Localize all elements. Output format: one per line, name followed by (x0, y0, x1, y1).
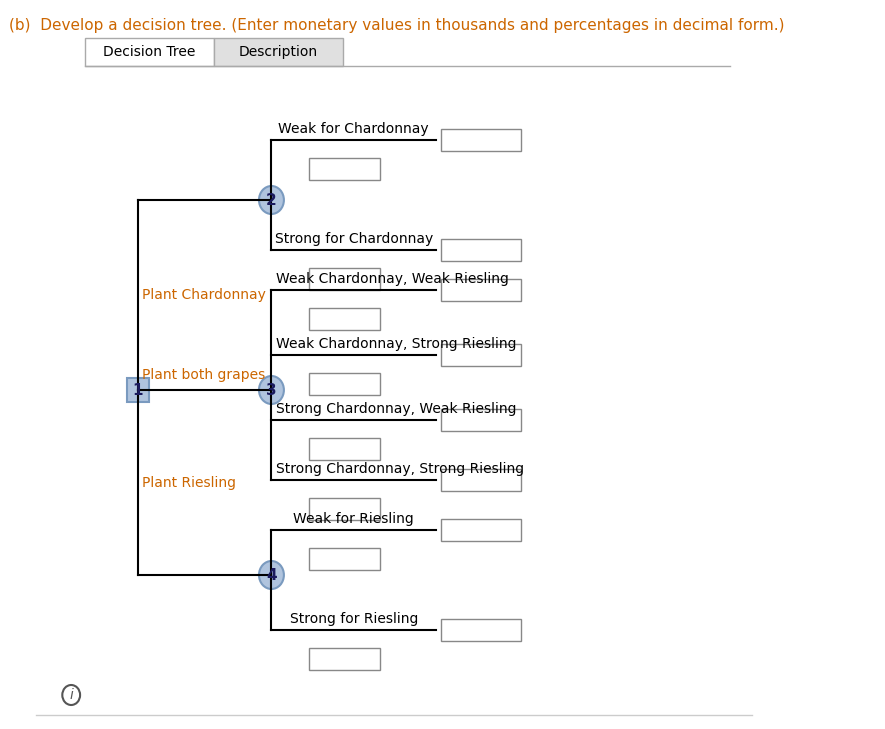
Text: Strong for Riesling: Strong for Riesling (289, 612, 418, 626)
Text: Description: Description (239, 45, 318, 59)
Circle shape (259, 186, 284, 214)
FancyBboxPatch shape (309, 158, 381, 180)
FancyBboxPatch shape (85, 38, 213, 66)
Text: Weak for Riesling: Weak for Riesling (294, 512, 414, 526)
Text: Weak Chardonnay, Strong Riesling: Weak Chardonnay, Strong Riesling (276, 337, 516, 351)
FancyBboxPatch shape (441, 409, 520, 431)
Text: Strong for Chardonnay: Strong for Chardonnay (274, 232, 433, 246)
Text: i: i (69, 688, 73, 702)
Text: Strong Chardonnay, Weak Riesling: Strong Chardonnay, Weak Riesling (276, 402, 516, 416)
Text: 3: 3 (266, 383, 277, 397)
FancyBboxPatch shape (441, 344, 520, 366)
Text: Decision Tree: Decision Tree (103, 45, 196, 59)
Text: Weak for Chardonnay: Weak for Chardonnay (279, 122, 429, 136)
FancyBboxPatch shape (309, 308, 381, 330)
FancyBboxPatch shape (127, 378, 149, 402)
Text: (b)  Develop a decision tree. (Enter monetary values in thousands and percentage: (b) Develop a decision tree. (Enter mone… (9, 18, 784, 33)
Circle shape (62, 685, 81, 705)
FancyBboxPatch shape (309, 373, 381, 395)
Text: Plant Chardonnay: Plant Chardonnay (142, 288, 266, 302)
FancyBboxPatch shape (309, 648, 381, 670)
FancyBboxPatch shape (213, 38, 342, 66)
Text: 2: 2 (266, 192, 277, 208)
FancyBboxPatch shape (441, 469, 520, 491)
Circle shape (259, 561, 284, 589)
FancyBboxPatch shape (309, 548, 381, 570)
Text: 4: 4 (266, 567, 277, 582)
FancyBboxPatch shape (309, 438, 381, 460)
FancyBboxPatch shape (441, 619, 520, 641)
FancyBboxPatch shape (441, 279, 520, 301)
FancyBboxPatch shape (309, 268, 381, 290)
Text: Strong Chardonnay, Strong Riesling: Strong Chardonnay, Strong Riesling (276, 462, 524, 476)
Text: 1: 1 (133, 383, 143, 397)
FancyBboxPatch shape (309, 498, 381, 520)
FancyBboxPatch shape (441, 239, 520, 261)
FancyBboxPatch shape (441, 519, 520, 541)
FancyBboxPatch shape (441, 129, 520, 151)
Text: Plant both grapes: Plant both grapes (142, 368, 266, 382)
Circle shape (259, 376, 284, 404)
Text: Weak Chardonnay, Weak Riesling: Weak Chardonnay, Weak Riesling (276, 272, 509, 286)
Text: Plant Riesling: Plant Riesling (142, 475, 236, 489)
